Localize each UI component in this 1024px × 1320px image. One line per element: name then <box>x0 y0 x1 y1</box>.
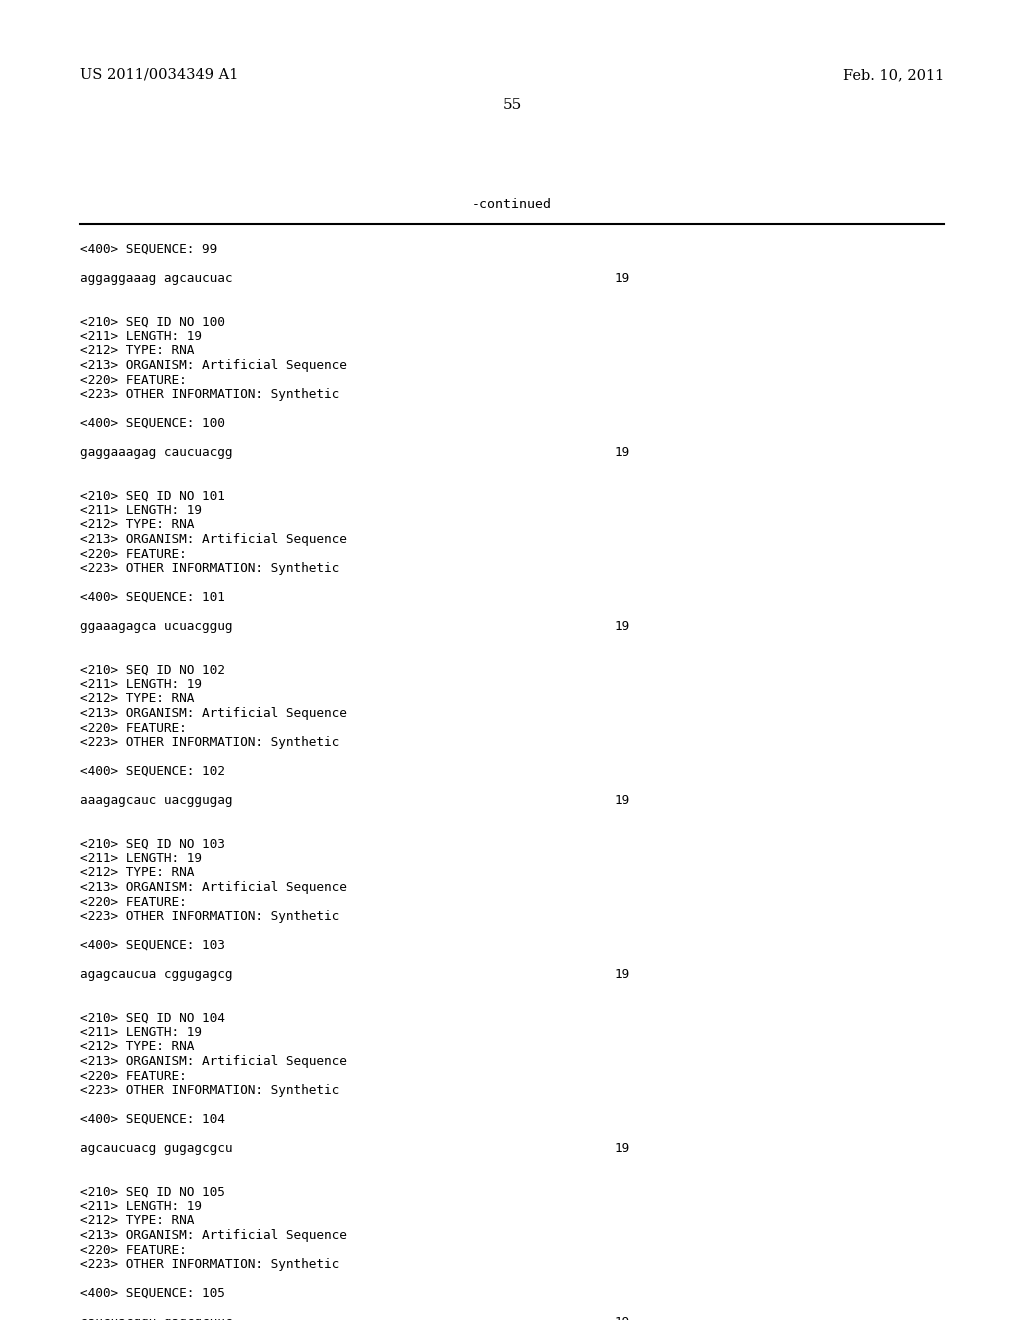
Text: <210> SEQ ID NO 105: <210> SEQ ID NO 105 <box>80 1185 225 1199</box>
Text: 19: 19 <box>615 446 630 459</box>
Text: <211> LENGTH: 19: <211> LENGTH: 19 <box>80 678 202 690</box>
Text: <212> TYPE: RNA: <212> TYPE: RNA <box>80 519 195 532</box>
Text: <400> SEQUENCE: 103: <400> SEQUENCE: 103 <box>80 939 225 952</box>
Text: 19: 19 <box>615 795 630 807</box>
Text: aggaggaaag agcaucuac: aggaggaaag agcaucuac <box>80 272 232 285</box>
Text: <223> OTHER INFORMATION: Synthetic: <223> OTHER INFORMATION: Synthetic <box>80 388 339 401</box>
Text: ggaaagagca ucuacggug: ggaaagagca ucuacggug <box>80 620 232 634</box>
Text: <223> OTHER INFORMATION: Synthetic: <223> OTHER INFORMATION: Synthetic <box>80 1084 339 1097</box>
Text: 19: 19 <box>615 1316 630 1320</box>
Text: <213> ORGANISM: Artificial Sequence: <213> ORGANISM: Artificial Sequence <box>80 708 347 719</box>
Text: <400> SEQUENCE: 104: <400> SEQUENCE: 104 <box>80 1113 225 1126</box>
Text: <212> TYPE: RNA: <212> TYPE: RNA <box>80 1040 195 1053</box>
Text: 19: 19 <box>615 968 630 981</box>
Text: US 2011/0034349 A1: US 2011/0034349 A1 <box>80 69 239 82</box>
Text: <223> OTHER INFORMATION: Synthetic: <223> OTHER INFORMATION: Synthetic <box>80 737 339 748</box>
Text: Feb. 10, 2011: Feb. 10, 2011 <box>843 69 944 82</box>
Text: <220> FEATURE:: <220> FEATURE: <box>80 722 186 734</box>
Text: <220> FEATURE:: <220> FEATURE: <box>80 1243 186 1257</box>
Text: <210> SEQ ID NO 101: <210> SEQ ID NO 101 <box>80 490 225 503</box>
Text: 19: 19 <box>615 272 630 285</box>
Text: <213> ORGANISM: Artificial Sequence: <213> ORGANISM: Artificial Sequence <box>80 1229 347 1242</box>
Text: <211> LENGTH: 19: <211> LENGTH: 19 <box>80 1026 202 1039</box>
Text: <400> SEQUENCE: 102: <400> SEQUENCE: 102 <box>80 766 225 777</box>
Text: <223> OTHER INFORMATION: Synthetic: <223> OTHER INFORMATION: Synthetic <box>80 909 339 923</box>
Text: <210> SEQ ID NO 100: <210> SEQ ID NO 100 <box>80 315 225 329</box>
Text: 19: 19 <box>615 620 630 634</box>
Text: <210> SEQ ID NO 103: <210> SEQ ID NO 103 <box>80 837 225 850</box>
Text: <400> SEQUENCE: 105: <400> SEQUENCE: 105 <box>80 1287 225 1300</box>
Text: <400> SEQUENCE: 101: <400> SEQUENCE: 101 <box>80 591 225 605</box>
Text: <212> TYPE: RNA: <212> TYPE: RNA <box>80 1214 195 1228</box>
Text: <213> ORGANISM: Artificial Sequence: <213> ORGANISM: Artificial Sequence <box>80 359 347 372</box>
Text: <210> SEQ ID NO 104: <210> SEQ ID NO 104 <box>80 1011 225 1024</box>
Text: <220> FEATURE:: <220> FEATURE: <box>80 374 186 387</box>
Text: <212> TYPE: RNA: <212> TYPE: RNA <box>80 693 195 705</box>
Text: caucuacggu gagcgcuuc: caucuacggu gagcgcuuc <box>80 1316 232 1320</box>
Text: <220> FEATURE:: <220> FEATURE: <box>80 895 186 908</box>
Text: gaggaaagag caucuacgg: gaggaaagag caucuacgg <box>80 446 232 459</box>
Text: <212> TYPE: RNA: <212> TYPE: RNA <box>80 866 195 879</box>
Text: agcaucuacg gugagcgcu: agcaucuacg gugagcgcu <box>80 1142 232 1155</box>
Text: 55: 55 <box>503 98 521 112</box>
Text: <211> LENGTH: 19: <211> LENGTH: 19 <box>80 504 202 517</box>
Text: <223> OTHER INFORMATION: Synthetic: <223> OTHER INFORMATION: Synthetic <box>80 1258 339 1271</box>
Text: <223> OTHER INFORMATION: Synthetic: <223> OTHER INFORMATION: Synthetic <box>80 562 339 576</box>
Text: aaagagcauc uacggugag: aaagagcauc uacggugag <box>80 795 232 807</box>
Text: <220> FEATURE:: <220> FEATURE: <box>80 1069 186 1082</box>
Text: <212> TYPE: RNA: <212> TYPE: RNA <box>80 345 195 358</box>
Text: <213> ORGANISM: Artificial Sequence: <213> ORGANISM: Artificial Sequence <box>80 533 347 546</box>
Text: <211> LENGTH: 19: <211> LENGTH: 19 <box>80 330 202 343</box>
Text: <220> FEATURE:: <220> FEATURE: <box>80 548 186 561</box>
Text: <210> SEQ ID NO 102: <210> SEQ ID NO 102 <box>80 664 225 676</box>
Text: <211> LENGTH: 19: <211> LENGTH: 19 <box>80 1200 202 1213</box>
Text: <213> ORGANISM: Artificial Sequence: <213> ORGANISM: Artificial Sequence <box>80 880 347 894</box>
Text: 19: 19 <box>615 1142 630 1155</box>
Text: agagcaucua cggugagcg: agagcaucua cggugagcg <box>80 968 232 981</box>
Text: <211> LENGTH: 19: <211> LENGTH: 19 <box>80 851 202 865</box>
Text: <400> SEQUENCE: 100: <400> SEQUENCE: 100 <box>80 417 225 430</box>
Text: -continued: -continued <box>472 198 552 211</box>
Text: <213> ORGANISM: Artificial Sequence: <213> ORGANISM: Artificial Sequence <box>80 1055 347 1068</box>
Text: <400> SEQUENCE: 99: <400> SEQUENCE: 99 <box>80 243 217 256</box>
